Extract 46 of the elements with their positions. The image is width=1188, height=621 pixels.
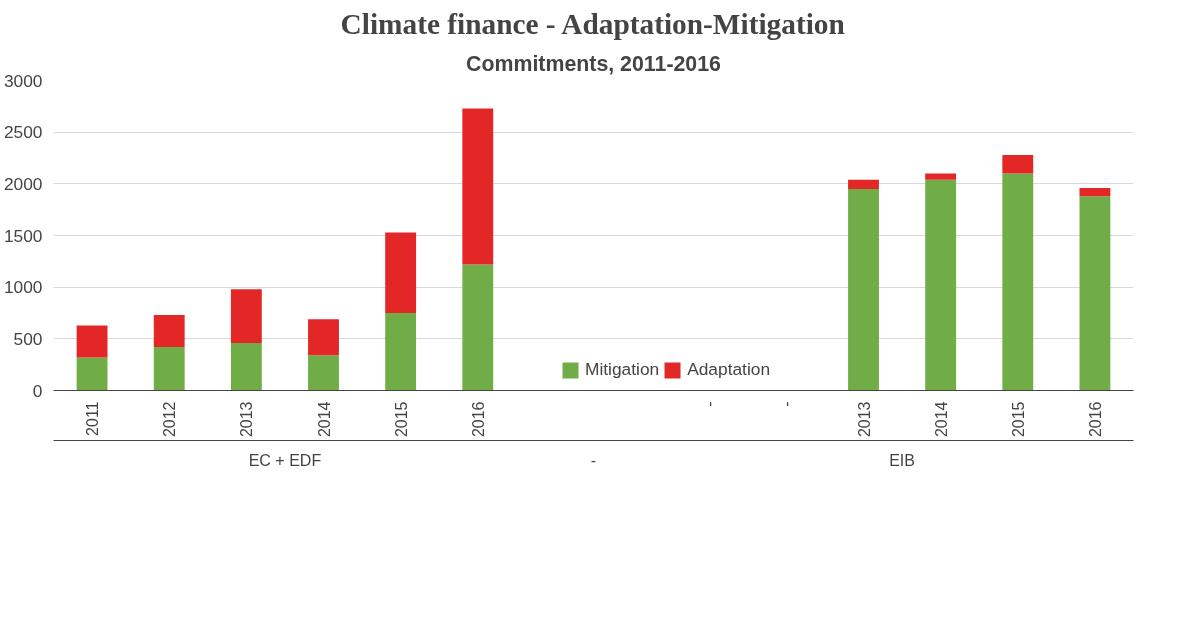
bar [385,232,417,313]
x-tick-label: - [778,401,796,407]
x-tick-label: - [701,401,719,407]
y-tick-label: 0 [32,380,43,401]
x-tick-label: 2016 [1086,401,1104,438]
chart-title: Climate finance - Adaptation-Mitigation [340,7,845,40]
x-tick-label: 2015 [392,401,410,438]
bar [462,108,494,265]
text: EIB [889,451,915,469]
x-tick-label: 2015 [1009,401,1027,438]
y-tick-label: 1000 [3,277,43,298]
bar [925,179,957,391]
bar [848,189,879,391]
x-tick-label: 2011 [84,401,102,436]
y-tick-label: 2000 [3,173,43,194]
bar [230,342,262,391]
chart-subtitle: Commitments, 2011-2016 [466,51,722,76]
y-tick-label: 500 [13,328,43,349]
bar [76,325,108,358]
x-tick-label: 2014 [315,401,333,438]
y-tick-label: 2500 [3,122,43,143]
legend-label: Mitigation [585,359,660,380]
text: - [590,451,597,469]
bar [308,355,339,391]
x-tick-label: 2014 [932,401,950,438]
text: EC + EDF [248,451,322,469]
bar [848,179,879,189]
bar [1002,154,1034,174]
bar [462,264,494,391]
legend-label: Adaptation [687,359,771,380]
y-tick-label: 1500 [3,225,43,246]
y-tick-label: 3000 [3,70,43,91]
x-tick-label: 2012 [161,401,179,438]
bar [153,315,185,348]
bar [308,319,339,356]
x-tick-label: 2016 [469,401,487,438]
x-tick-label: 2013 [238,401,256,438]
bar [230,289,262,343]
bar [76,357,108,391]
bar [153,347,185,391]
bar [925,173,957,180]
bar [1002,173,1034,391]
bar [1079,187,1111,197]
bar [385,313,417,391]
x-tick-label: 2013 [855,401,873,438]
bar [1079,196,1111,391]
